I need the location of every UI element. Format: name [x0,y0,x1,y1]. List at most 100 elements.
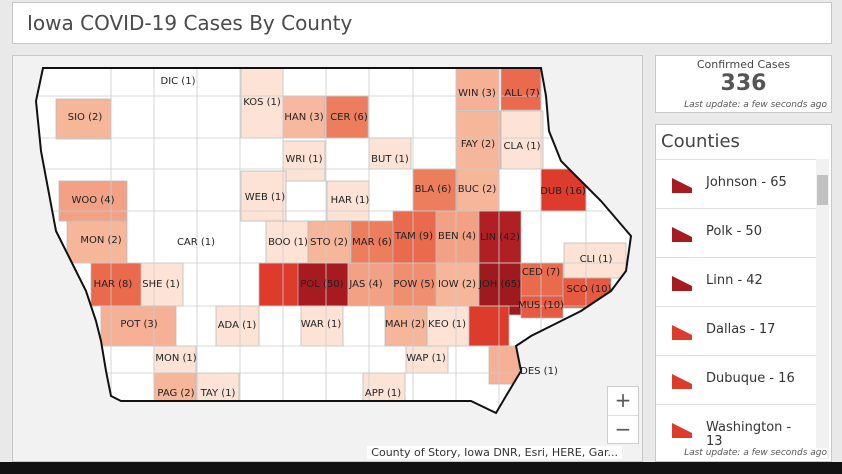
county [426,305,470,347]
county-label: WAR (1) [301,319,342,330]
county-label: MUS (10) [518,300,564,311]
county-item[interactable]: Linn - 42 [656,257,816,306]
county-label: APP (1) [365,388,401,399]
county-label: CLI (1) [580,254,613,265]
county-item[interactable]: Washington - 13 [656,404,816,453]
county-label: BUC (2) [458,184,497,195]
county-label: PAG (2) [157,388,194,399]
county [520,295,564,319]
item-label: Johnson - 65 [706,175,787,190]
county [435,210,480,264]
county-item[interactable]: Polk - 50 [656,208,816,257]
item-label: Polk - 50 [706,224,762,239]
header: Iowa COVID-19 Cases By County [12,2,832,44]
county-label: KEO (1) [428,319,466,330]
county [215,305,260,347]
county [500,110,544,170]
zoom-out[interactable]: − [614,417,632,441]
county [347,262,394,307]
state-outline [34,67,633,415]
county-label: STO (2) [310,237,348,248]
county [258,262,300,307]
bottom-bar [0,462,842,474]
summary-panel: Confirmed Cases 336 Last update: a few s… [655,55,832,113]
item-label: Linn - 42 [706,273,763,288]
county-label: FAY (2) [461,139,495,150]
county-label: CAR (1) [177,237,215,248]
counties-update: Last update: a few seconds ago [684,448,827,458]
county [478,210,522,264]
county-label: SHE (1) [142,279,180,290]
county [392,210,437,264]
county-label: MAR (6) [352,237,392,248]
county-label: HAR (8) [94,279,133,290]
county-label: POT (3) [120,319,157,330]
county-label: JOH (65) [478,279,521,290]
map[interactable]: DIC (1) SIO (2) KOS (1)HAN (3) CER (6) WIN (… [13,56,643,462]
summary-value: 336 [720,71,767,96]
county [55,98,112,140]
county-label: KOS (1) [243,97,281,108]
county-label: MON (1) [155,353,196,364]
map-layer: DIC (1) SIO (2) KOS (1)HAN (3) CER (6) WIN (… [34,67,633,415]
county-label: BLA (6) [415,184,452,195]
county-item[interactable]: Johnson - 65 [656,159,816,208]
county [392,262,437,307]
county-label: CLA (1) [504,141,541,152]
county-label: IOW (2) [438,279,476,290]
item-label: Dallas - 17 [706,322,776,337]
county-label: WRI (1) [285,154,322,165]
scrollbar[interactable] [816,159,829,459]
county-label: POW (5) [393,279,434,290]
item-icon [672,374,692,389]
item-icon [672,178,692,193]
county-label: ALL (7) [504,88,539,99]
summary-update: Last update: a few seconds ago [684,100,827,110]
county-label: WEB (1) [245,192,286,203]
summary-label: Confirmed Cases [696,58,791,71]
item-symbol [672,178,692,193]
county-label: DUB (16) [540,186,586,197]
county [297,262,349,307]
item-icon [672,325,692,340]
county-label: WIN (3) [458,88,496,99]
item-icon [672,276,692,291]
county [468,305,510,347]
county [350,220,394,264]
county [265,220,309,264]
scroll-thumb[interactable] [817,175,828,205]
county [307,220,351,264]
zoom-in[interactable]: + [608,387,638,416]
county-label: MAH (2) [385,319,425,330]
counties-title: Counties [661,131,740,152]
item-icon [672,227,692,242]
county [368,137,412,170]
county [140,262,184,307]
county [456,168,500,212]
county [300,305,344,347]
county-label: BEN (4) [438,231,476,242]
county [90,262,142,307]
item-symbol [672,227,692,242]
county-label: ADA (1) [218,320,257,331]
county-item[interactable]: Dubuque - 16 [656,355,816,404]
county-label: POL (50) [300,279,343,290]
county-item[interactable]: Dallas - 17 [656,306,816,355]
county [58,180,128,222]
map-panel[interactable]: DIC (1) SIO (2) KOS (1) HAN (3) CER (6) WIN (… [12,55,643,462]
county-label: LIN (42) [480,232,520,243]
item-symbol [672,276,692,291]
county [455,110,502,170]
county-label: DIC (1) [161,76,196,87]
item-symbol [672,374,692,389]
county-label: TAM (9) [394,231,433,242]
zoom-control: + − [607,386,639,444]
county-label: MON (2) [80,235,121,246]
county-label: SCO (10) [567,284,612,295]
county-layer [36,68,631,413]
county-label: HAR (1) [331,195,370,206]
county-label: TAY (1) [200,388,236,399]
attribution: County of Story, Iowa DNR, Esri, HERE, G… [367,446,622,459]
county [282,140,326,182]
